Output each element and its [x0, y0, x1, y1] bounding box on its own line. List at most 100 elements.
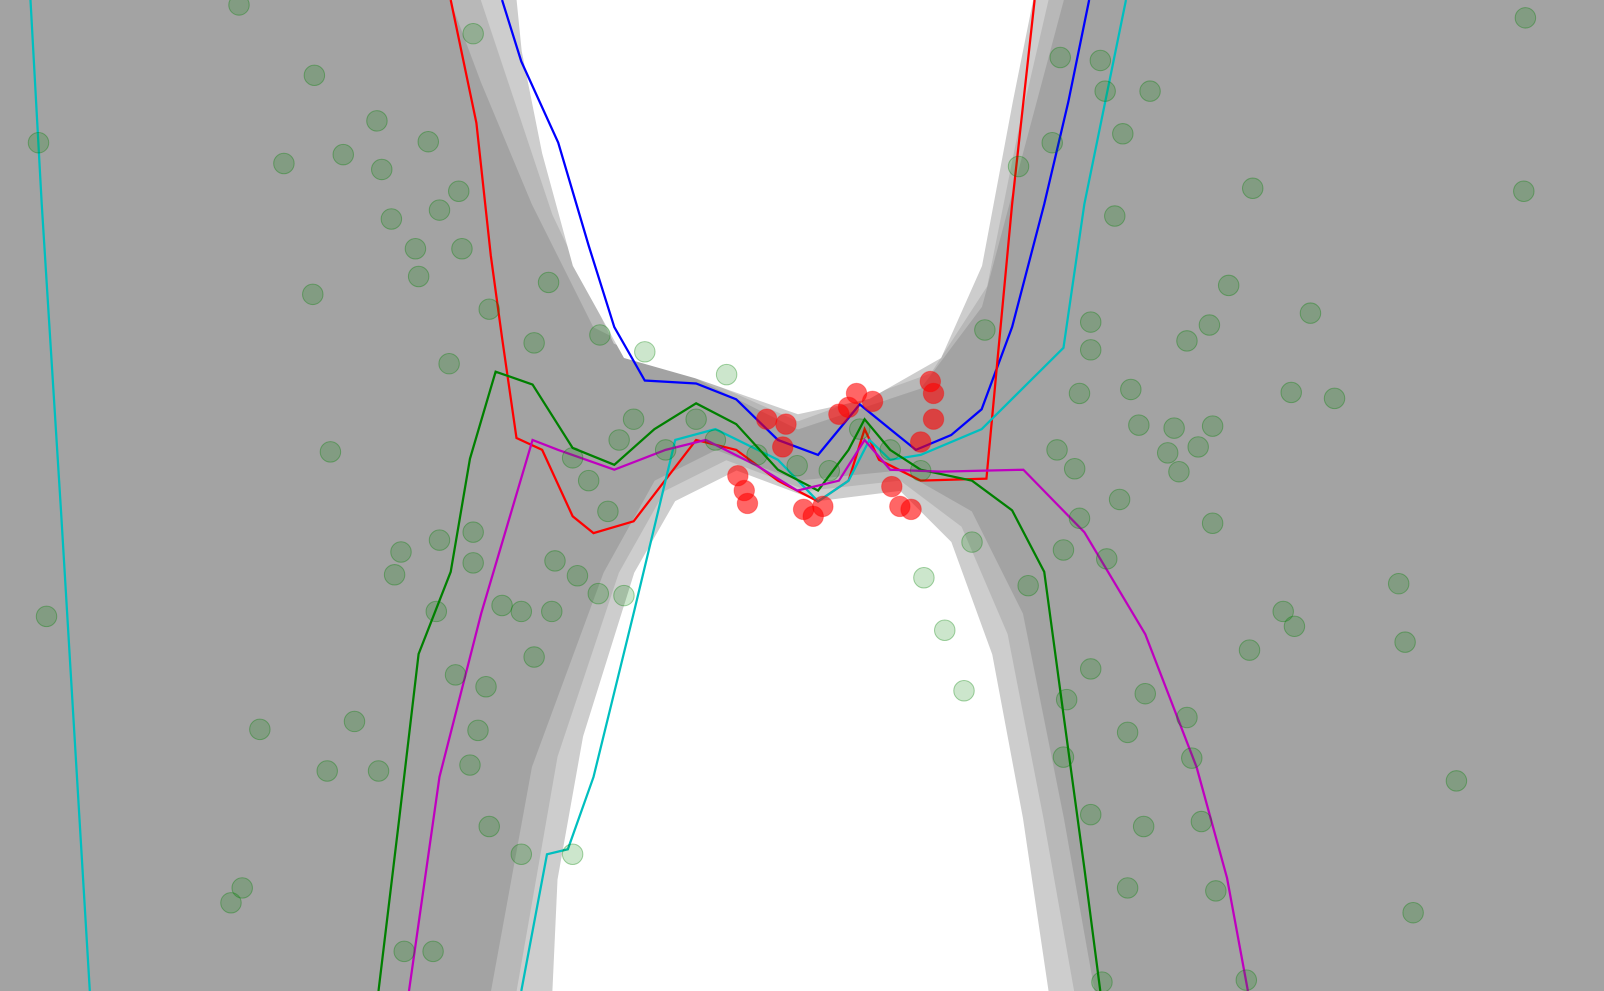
point	[303, 64, 326, 87]
point	[27, 131, 50, 154]
point	[1181, 747, 1203, 769]
point	[577, 469, 600, 492]
point	[1156, 442, 1179, 464]
point	[273, 152, 295, 175]
point	[818, 459, 841, 482]
point	[922, 382, 945, 405]
point	[622, 408, 645, 430]
point	[1187, 436, 1209, 458]
point	[1139, 80, 1161, 102]
point	[634, 341, 656, 363]
point	[879, 439, 901, 461]
point	[861, 390, 884, 413]
point	[422, 940, 444, 963]
point	[1079, 658, 1102, 680]
point	[1190, 810, 1213, 833]
point	[35, 605, 58, 628]
point	[523, 332, 545, 354]
point	[755, 408, 778, 430]
point	[561, 447, 584, 469]
point	[343, 710, 366, 733]
point	[428, 529, 451, 551]
point	[566, 565, 589, 587]
point	[1089, 49, 1112, 72]
point	[1241, 177, 1264, 200]
point	[685, 408, 707, 430]
point	[1176, 706, 1198, 729]
point	[1235, 969, 1258, 991]
point	[380, 208, 403, 230]
point	[1079, 803, 1102, 826]
point	[462, 22, 484, 45]
point	[366, 110, 388, 132]
point	[1108, 488, 1131, 511]
point	[1116, 721, 1139, 744]
point	[1063, 458, 1086, 480]
point	[1052, 539, 1075, 561]
point	[654, 439, 677, 461]
point	[1513, 180, 1535, 203]
point	[608, 429, 630, 451]
point	[390, 541, 412, 563]
point	[1041, 131, 1063, 154]
point	[715, 363, 738, 386]
point	[746, 444, 768, 466]
point	[1128, 414, 1150, 436]
point	[491, 594, 513, 617]
point	[404, 238, 427, 260]
point	[478, 815, 500, 838]
point	[909, 431, 932, 453]
point	[1096, 548, 1118, 570]
point	[459, 754, 481, 776]
point	[1132, 815, 1155, 838]
point	[828, 403, 850, 425]
point	[523, 646, 545, 668]
point	[444, 664, 467, 686]
point	[1055, 688, 1078, 711]
point	[1272, 600, 1294, 623]
point	[462, 521, 484, 543]
point	[407, 265, 430, 288]
point	[319, 441, 342, 463]
point	[1079, 339, 1102, 361]
point	[302, 283, 324, 306]
line	[377, 370, 1102, 991]
point	[249, 718, 271, 741]
point	[1387, 572, 1410, 595]
point	[704, 429, 727, 451]
point	[1112, 123, 1134, 145]
point	[316, 760, 338, 782]
line	[407, 438, 1250, 991]
point	[597, 500, 619, 523]
point	[510, 843, 533, 865]
point	[812, 495, 834, 518]
point	[736, 492, 759, 515]
point	[1168, 460, 1190, 483]
point	[772, 436, 794, 458]
point	[1068, 382, 1091, 405]
point	[371, 158, 393, 181]
point	[1299, 302, 1322, 324]
point	[1052, 746, 1075, 768]
point	[1283, 615, 1306, 638]
point	[786, 455, 808, 477]
point	[561, 843, 584, 865]
point	[541, 600, 563, 623]
point	[1091, 971, 1113, 991]
point	[467, 719, 489, 742]
point	[1176, 330, 1198, 352]
point	[922, 408, 945, 430]
point	[220, 892, 242, 914]
point	[881, 475, 903, 498]
point	[1323, 387, 1346, 410]
point	[510, 600, 533, 623]
point	[1445, 770, 1468, 792]
point	[1094, 80, 1116, 102]
point	[1514, 7, 1537, 29]
point	[1163, 417, 1185, 439]
point	[544, 550, 566, 572]
point	[775, 413, 797, 435]
point	[1007, 155, 1030, 178]
